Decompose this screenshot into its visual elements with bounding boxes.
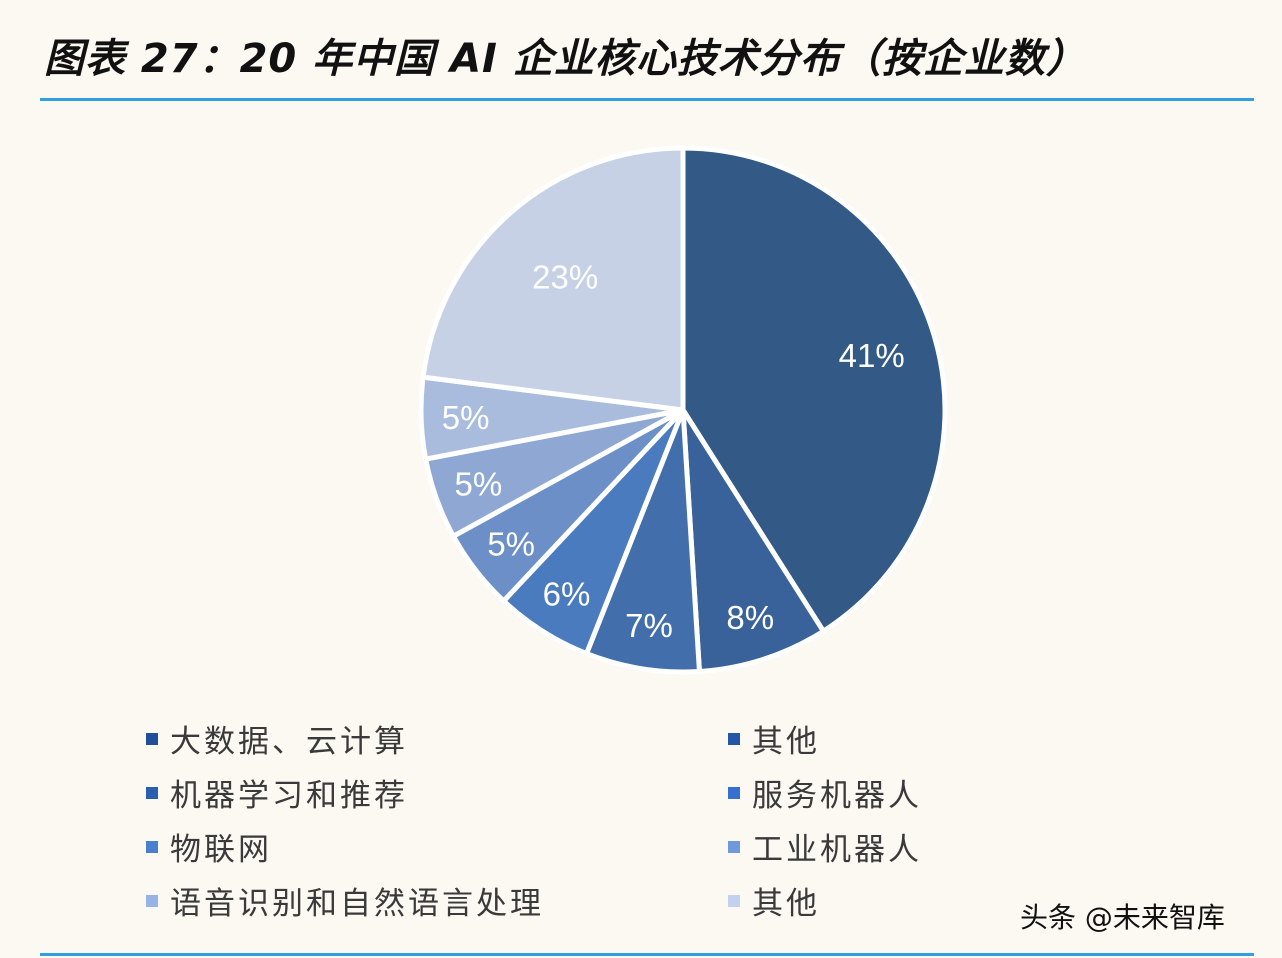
legend-item: 服务机器人: [728, 770, 922, 815]
slice-label: 41%: [839, 337, 905, 374]
legend-label: 服务机器人: [752, 778, 922, 814]
watermark: 头条 @未来智库: [1020, 901, 1225, 934]
slice-label: 23%: [532, 258, 598, 295]
legend-swatch-icon: [728, 786, 740, 799]
legend-item: 机器学习和推荐: [146, 770, 408, 815]
legend-swatch-icon: [146, 732, 158, 745]
legend-label: 其他: [752, 724, 820, 760]
legend-swatch-icon: [728, 894, 740, 907]
legend-swatch-icon: [728, 732, 740, 745]
legend-label: 工业机器人: [752, 832, 922, 868]
slice-label: 8%: [726, 599, 774, 636]
legend-item: 工业机器人: [728, 824, 922, 869]
legend-swatch-icon: [146, 840, 158, 853]
legend-swatch-icon: [146, 894, 158, 907]
pie-slice: [680, 407, 826, 674]
pie-slice: [420, 145, 686, 413]
legend-label: 物联网: [170, 832, 272, 868]
chart-title: 图表 27：20 年中国 AI 企业核心技术分布（按企业数）: [44, 36, 1087, 82]
legend-swatch-icon: [146, 786, 158, 799]
slice-label: 6%: [543, 576, 591, 613]
top-rule: [40, 98, 1254, 101]
legend-label: 大数据、云计算: [170, 724, 408, 760]
legend-item: 其他: [728, 716, 820, 761]
slice-label: 5%: [442, 399, 490, 436]
legend-label: 语音识别和自然语言处理: [170, 886, 544, 922]
bottom-rule: [40, 953, 1254, 956]
slice-label: 7%: [625, 607, 673, 644]
legend-item: 语音识别和自然语言处理: [146, 878, 544, 923]
legend-label: 其他: [752, 886, 820, 922]
slice-label: 5%: [487, 525, 535, 562]
legend-swatch-icon: [728, 840, 740, 853]
legend-item: 其他: [728, 878, 820, 923]
legend-label: 机器学习和推荐: [170, 778, 408, 814]
slice-label: 5%: [455, 466, 503, 503]
legend-item: 大数据、云计算: [146, 716, 408, 761]
legend-item: 物联网: [146, 824, 272, 869]
